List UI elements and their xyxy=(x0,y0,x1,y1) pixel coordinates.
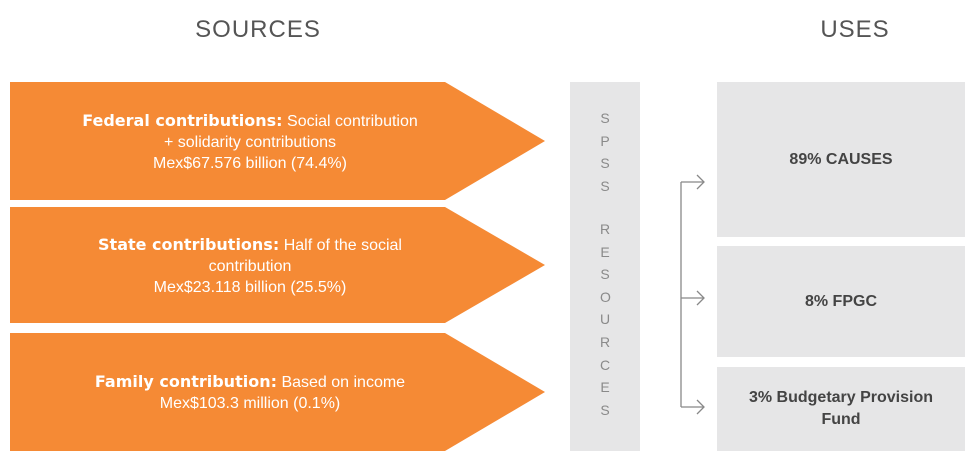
vertical-label: SPSS xyxy=(570,107,640,197)
use-box: 3% Budgetary Provision Fund xyxy=(717,367,965,451)
source-arrow xyxy=(10,333,545,451)
source-label: Federal contributions: xyxy=(82,110,283,130)
source-arrow xyxy=(10,207,545,323)
source-amount: Mex$67.576 billion (74.4%) xyxy=(153,154,347,172)
source-line: State contributions: Half of the social xyxy=(30,234,470,256)
heading: USES xyxy=(820,16,890,43)
source-text: Federal contributions: Social contributi… xyxy=(30,110,470,174)
source-description: Half of the social xyxy=(283,236,402,254)
source-line: contribution xyxy=(30,256,470,277)
bracket xyxy=(680,174,705,415)
source-description: + solidarity contributions xyxy=(163,133,337,151)
source-arrow xyxy=(10,82,545,200)
vertical-label: RESOURCES xyxy=(570,218,640,421)
vertical-word: RESOURCES xyxy=(600,221,611,418)
source-label: Family contribution: xyxy=(94,372,277,391)
source-amount: Mex$23.118 billion (25.5%) xyxy=(153,278,347,296)
source-text: Family contribution: Based on income Mex$… xyxy=(30,371,470,414)
heading: SOURCES xyxy=(195,16,321,43)
source-line: Federal contributions: Social contributi… xyxy=(30,110,470,132)
source-description: contribution xyxy=(208,257,292,275)
use-box: 89% CAUSES xyxy=(717,82,965,237)
source-amount: Mex$103.3 million (0.1%) xyxy=(159,395,341,412)
center-column xyxy=(570,82,640,451)
source-description: Social contribution xyxy=(287,112,418,130)
source-description: Based on income xyxy=(281,374,406,391)
source-label: State contributions: xyxy=(98,234,280,254)
source-line: + solidarity contributions xyxy=(30,132,470,153)
use-box: 8% FPGC xyxy=(717,246,965,357)
source-line: Family contribution: Based on income xyxy=(30,371,470,393)
source-text: State contributions: Half of the social c… xyxy=(30,234,470,298)
vertical-word: SPSS xyxy=(600,110,610,194)
